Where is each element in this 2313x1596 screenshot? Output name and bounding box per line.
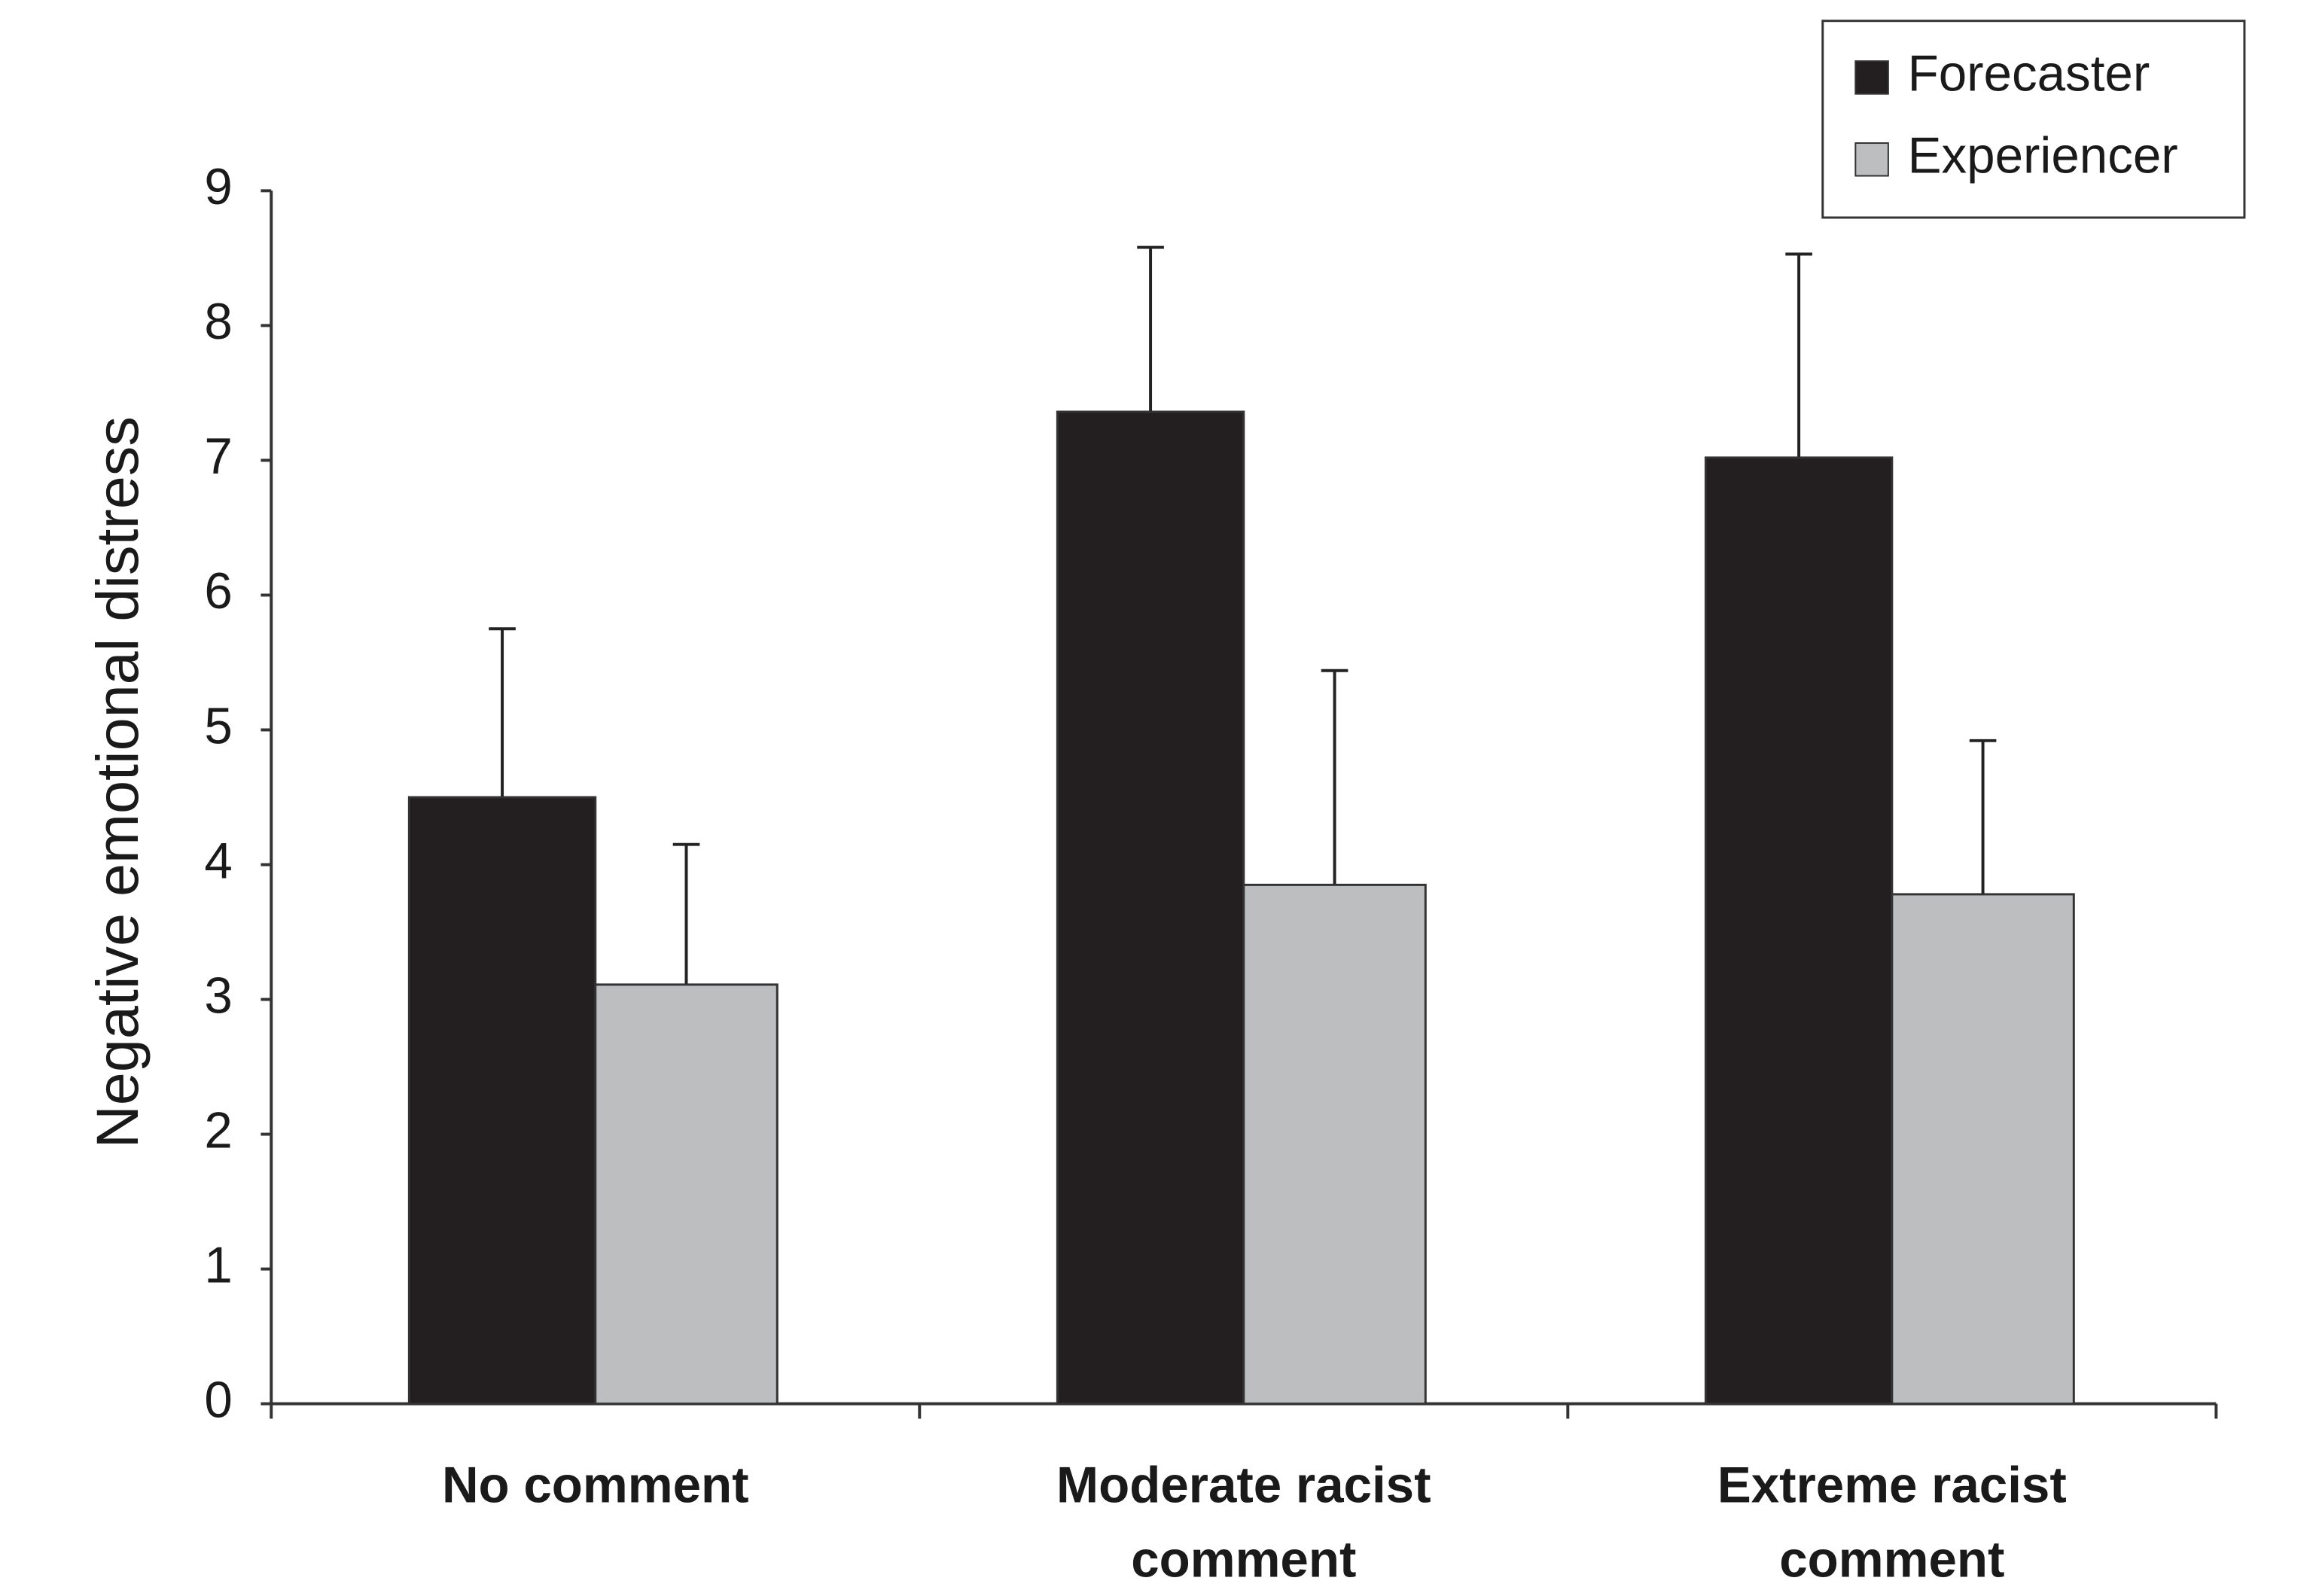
y-tick-label: 9: [204, 159, 232, 215]
bar: [594, 983, 779, 1406]
legend-label: Forecaster: [1908, 46, 2150, 102]
bar: [1242, 883, 1427, 1406]
y-tick-label: 5: [204, 698, 232, 754]
bar: [407, 796, 597, 1406]
y-tick-label: 4: [204, 833, 232, 889]
x-tick-label: Moderate racist comment: [1056, 1457, 1431, 1589]
x-tick-label: No comment: [441, 1457, 749, 1515]
y-tick-label: 1: [204, 1237, 232, 1293]
bar: [1704, 456, 1894, 1406]
legend-swatch: [1854, 60, 1889, 95]
y-tick-label: 3: [204, 967, 232, 1024]
y-tick-label: 6: [204, 563, 232, 620]
x-tick-label-box: No comment: [441, 1457, 749, 1515]
bar: [1056, 410, 1245, 1406]
legend-box: [1821, 20, 2246, 219]
legend-swatch: [1854, 142, 1889, 177]
y-tick-label: 2: [204, 1102, 232, 1159]
x-tick-label-box: Moderate racist comment: [1056, 1457, 1431, 1589]
y-tick-label: 8: [204, 294, 232, 350]
y-axis-label: Negative emotional distress: [84, 416, 151, 1148]
x-tick-label-box: Extreme racist comment: [1717, 1457, 2067, 1589]
y-tick-label: 0: [204, 1372, 232, 1428]
y-tick-label: 7: [204, 428, 232, 485]
x-tick-label: Extreme racist comment: [1717, 1457, 2067, 1589]
bar: [1891, 893, 2075, 1406]
legend-label: Experiencer: [1908, 128, 2178, 184]
